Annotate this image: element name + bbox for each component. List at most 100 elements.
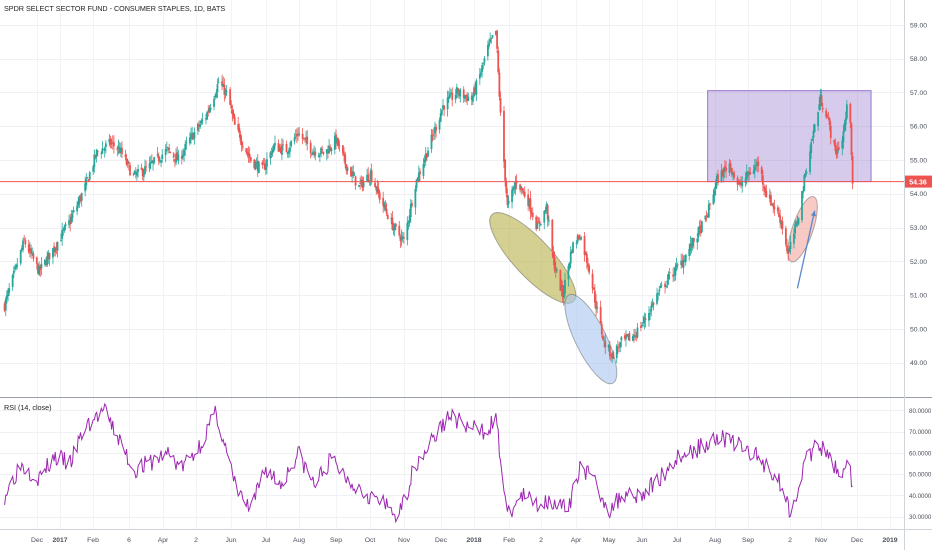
candle[interactable] [327,145,329,159]
candle[interactable] [84,176,87,197]
candle[interactable] [706,213,709,219]
candle[interactable] [738,178,741,187]
candle[interactable] [78,195,81,208]
candle[interactable] [811,136,814,142]
candle[interactable] [753,158,756,179]
candle[interactable] [298,126,301,137]
candle[interactable] [54,246,57,257]
candle[interactable] [668,267,671,280]
candle[interactable] [765,184,768,198]
candle[interactable] [401,231,404,243]
candle[interactable] [802,186,805,199]
candle[interactable] [804,170,807,178]
candle[interactable] [544,206,547,214]
candle[interactable] [29,241,31,258]
candle[interactable] [274,135,276,150]
candle[interactable] [837,141,840,151]
candle[interactable] [722,167,725,183]
candle[interactable] [616,340,619,355]
candle[interactable] [536,216,539,230]
candle[interactable] [224,88,227,99]
candle[interactable] [507,195,510,209]
candle[interactable] [424,146,427,166]
candle[interactable] [652,301,655,311]
candle[interactable] [294,129,297,139]
candle[interactable] [116,145,119,157]
candle[interactable] [569,246,572,269]
candle[interactable] [572,241,574,254]
candle[interactable] [60,233,62,242]
candle[interactable] [321,145,324,153]
candle[interactable] [295,128,298,144]
candle[interactable] [427,147,429,157]
candle[interactable] [278,144,281,152]
candle[interactable] [612,350,615,359]
candle[interactable] [165,141,168,152]
candle[interactable] [100,151,103,159]
candle[interactable] [587,258,589,272]
candle[interactable] [329,144,332,152]
candle[interactable] [618,343,620,353]
candle[interactable] [153,156,156,165]
candle[interactable] [482,62,485,70]
candle[interactable] [264,159,267,175]
candle[interactable] [132,172,135,177]
candle[interactable] [721,169,724,177]
candle[interactable] [117,139,120,155]
candle[interactable] [45,256,47,267]
candle[interactable] [121,141,123,159]
candle[interactable] [628,331,631,342]
candle[interactable] [101,140,104,155]
candle[interactable] [247,146,250,163]
candle[interactable] [455,83,458,98]
candle[interactable] [287,147,290,159]
candle[interactable] [270,147,273,158]
candle[interactable] [611,352,614,364]
candle[interactable] [229,86,232,106]
candle[interactable] [788,245,791,253]
candle[interactable] [684,253,687,266]
candle[interactable] [715,173,718,189]
candle[interactable] [490,37,493,44]
candle[interactable] [337,137,340,150]
candle[interactable] [232,109,235,119]
candle[interactable] [71,210,74,223]
candle[interactable] [705,210,708,222]
candle[interactable] [245,147,248,156]
candle[interactable] [175,148,177,166]
candle[interactable] [32,250,35,262]
candle[interactable] [134,167,137,179]
candle[interactable] [184,140,187,156]
candle[interactable] [317,152,320,158]
candle[interactable] [849,102,852,129]
candle[interactable] [763,183,765,196]
candle[interactable] [505,177,508,198]
candle[interactable] [474,81,477,96]
candle[interactable] [124,149,127,161]
candle[interactable] [362,176,365,191]
candle[interactable] [793,227,795,249]
candle[interactable] [463,95,466,102]
candle[interactable] [680,253,683,269]
candle[interactable] [423,155,426,168]
candle[interactable] [304,137,306,143]
candle[interactable] [610,354,612,362]
candle[interactable] [208,105,211,114]
candle[interactable] [585,251,588,270]
candle[interactable] [834,138,837,155]
candle[interactable] [330,147,333,155]
candle[interactable] [749,167,752,175]
candle[interactable] [129,162,131,176]
candle[interactable] [786,238,788,254]
candle[interactable] [206,110,209,121]
candle[interactable] [529,190,532,220]
candle[interactable] [794,219,796,239]
candle[interactable] [760,165,763,181]
candle[interactable] [191,126,194,141]
candle[interactable] [176,146,179,161]
candle[interactable] [740,176,742,189]
candle[interactable] [192,132,195,140]
candle[interactable] [527,188,530,212]
candle[interactable] [282,139,284,151]
candle[interactable] [833,139,836,147]
